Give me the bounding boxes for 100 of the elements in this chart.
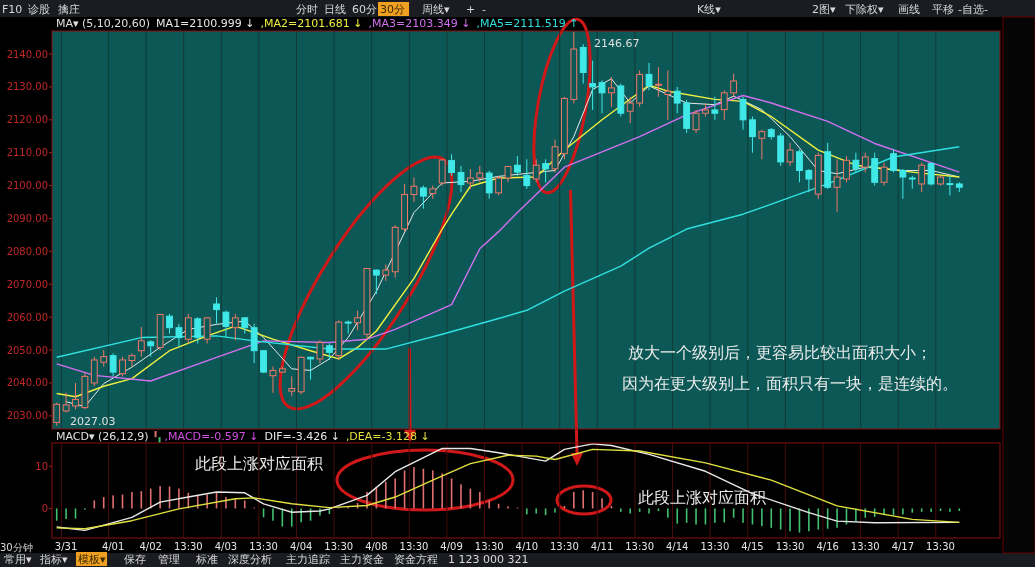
candlestick xyxy=(852,152,860,173)
text: 管理 xyxy=(158,553,180,566)
y-tick-label: 2070.00 xyxy=(6,278,48,290)
candlestick xyxy=(175,323,183,348)
text: ,MA3=2103.349 ↓ xyxy=(368,17,471,30)
candlestick xyxy=(128,352,136,367)
text: -自选- xyxy=(958,3,988,16)
candlestick xyxy=(109,352,117,377)
candlestick xyxy=(655,66,662,98)
candlestick xyxy=(711,96,719,121)
text: ,MA2=2101.681 ↓ xyxy=(260,17,363,30)
candlestick xyxy=(269,366,277,394)
candlestick xyxy=(457,165,465,193)
text: ,MA5=2111.519 ↑ xyxy=(476,17,579,30)
text: 诊股 xyxy=(28,3,50,16)
annotation: 此段上涨对应面积 xyxy=(195,454,323,473)
x-tick-label: 13:30 xyxy=(550,541,579,552)
x-tick-label: 4/10 xyxy=(515,541,539,552)
text: K线▾ xyxy=(697,3,722,16)
x-tick-label: 13:30 xyxy=(850,541,880,552)
candlestick xyxy=(166,313,173,335)
text: 保存 xyxy=(124,553,146,566)
candlestick xyxy=(316,339,324,364)
text: 下除权▾ xyxy=(845,3,884,16)
text: 60分 xyxy=(352,3,377,16)
candlestick xyxy=(899,169,907,200)
candlestick xyxy=(598,79,606,114)
chart-subtitle: MACD▾ (26,12,9) xyxy=(56,430,149,443)
y-tick-label: 10 xyxy=(35,460,48,472)
candlestick xyxy=(579,43,587,85)
y-tick-label: 2060.00 xyxy=(6,311,48,323)
text: 常用▾ xyxy=(4,553,32,566)
text: 日线 xyxy=(324,3,346,16)
legend-label: ,MACD=-0.597 ↓ xyxy=(164,430,259,443)
candlestick xyxy=(391,224,399,279)
x-tick-label: 4/02 xyxy=(139,541,162,552)
candlestick xyxy=(551,139,559,173)
candlestick xyxy=(692,109,700,134)
text: 资金方程 xyxy=(394,553,438,566)
text: 30分 xyxy=(380,3,405,16)
text: 标准 xyxy=(195,553,218,566)
text: - xyxy=(482,3,486,16)
x-tick-label: 3/31 xyxy=(54,541,78,552)
y-tick-label: 2080.00 xyxy=(6,245,48,257)
candlestick xyxy=(645,62,653,91)
annotation: 2027.03 xyxy=(70,415,116,428)
x-tick-label: 13:30 xyxy=(474,541,504,552)
x-tick-label: 13:30 xyxy=(625,541,655,552)
text: 2图▾ xyxy=(812,3,836,16)
text: 深度分析 xyxy=(228,553,272,566)
candlestick xyxy=(250,323,258,364)
candlestick xyxy=(833,158,841,213)
candlestick xyxy=(880,162,888,187)
y-tick-label: 0 xyxy=(41,502,48,514)
x-tick-label: 4/14 xyxy=(666,541,689,552)
candlestick xyxy=(448,153,455,177)
text: 主力追踪 xyxy=(286,553,330,566)
candlestick xyxy=(796,148,803,183)
candlestick xyxy=(81,372,89,410)
candlestick xyxy=(589,60,597,111)
text: 平移 xyxy=(932,3,954,16)
x-tick-label: 4/04 xyxy=(289,541,313,552)
chart-subtitle: MA▾ (5,10,20,60) xyxy=(56,17,151,30)
text: 指标▾ xyxy=(39,553,68,566)
x-tick-label: 4/08 xyxy=(365,541,388,552)
x-tick-label: 4/16 xyxy=(816,541,839,552)
candlestick xyxy=(946,175,954,196)
text: 30分钟 xyxy=(0,542,33,553)
x-tick-label: 4/11 xyxy=(590,541,614,552)
text: DIF=-3.426 ↓ xyxy=(264,430,340,443)
annotation: 2146.67 xyxy=(594,37,640,50)
x-tick-label: 4/03 xyxy=(214,541,238,552)
y-tick-label: 2100.00 xyxy=(6,180,48,192)
candlestick xyxy=(673,86,681,114)
text: + xyxy=(466,3,476,16)
x-tick-label: 13:30 xyxy=(775,541,805,552)
candlestick xyxy=(222,310,230,338)
annotation: 因为在更大级别上，面积只有一块，是连续的。 xyxy=(622,374,958,393)
y-tick-label: 2090.00 xyxy=(6,212,48,224)
x-tick-label: 4/01 xyxy=(101,541,125,552)
x-tick-label: 13:30 xyxy=(249,541,278,552)
y-tick-label: 2040.00 xyxy=(6,377,48,389)
x-tick-label: 13:30 xyxy=(700,541,730,552)
x-tick-label: 13:30 xyxy=(399,541,429,552)
candlestick xyxy=(523,158,531,190)
text: 擒庄 xyxy=(58,3,80,16)
candlestick xyxy=(542,158,550,183)
y-tick-label: 2130.00 xyxy=(6,81,48,93)
y-tick-label: 2120.00 xyxy=(6,114,48,126)
text: F10 xyxy=(2,3,23,16)
y-tick-label: 2050.00 xyxy=(6,344,48,356)
y-tick-label: 2110.00 xyxy=(6,147,48,159)
candlestick xyxy=(758,129,766,160)
candlestick xyxy=(805,169,813,193)
annotation: 放大一个级别后，更容易比较出面积大小； xyxy=(628,343,932,362)
text: 分时 xyxy=(296,3,318,16)
text: 画线 xyxy=(898,3,920,16)
candlestick xyxy=(786,142,794,167)
candlestick xyxy=(410,176,418,203)
x-tick-label: 13:30 xyxy=(926,541,955,552)
